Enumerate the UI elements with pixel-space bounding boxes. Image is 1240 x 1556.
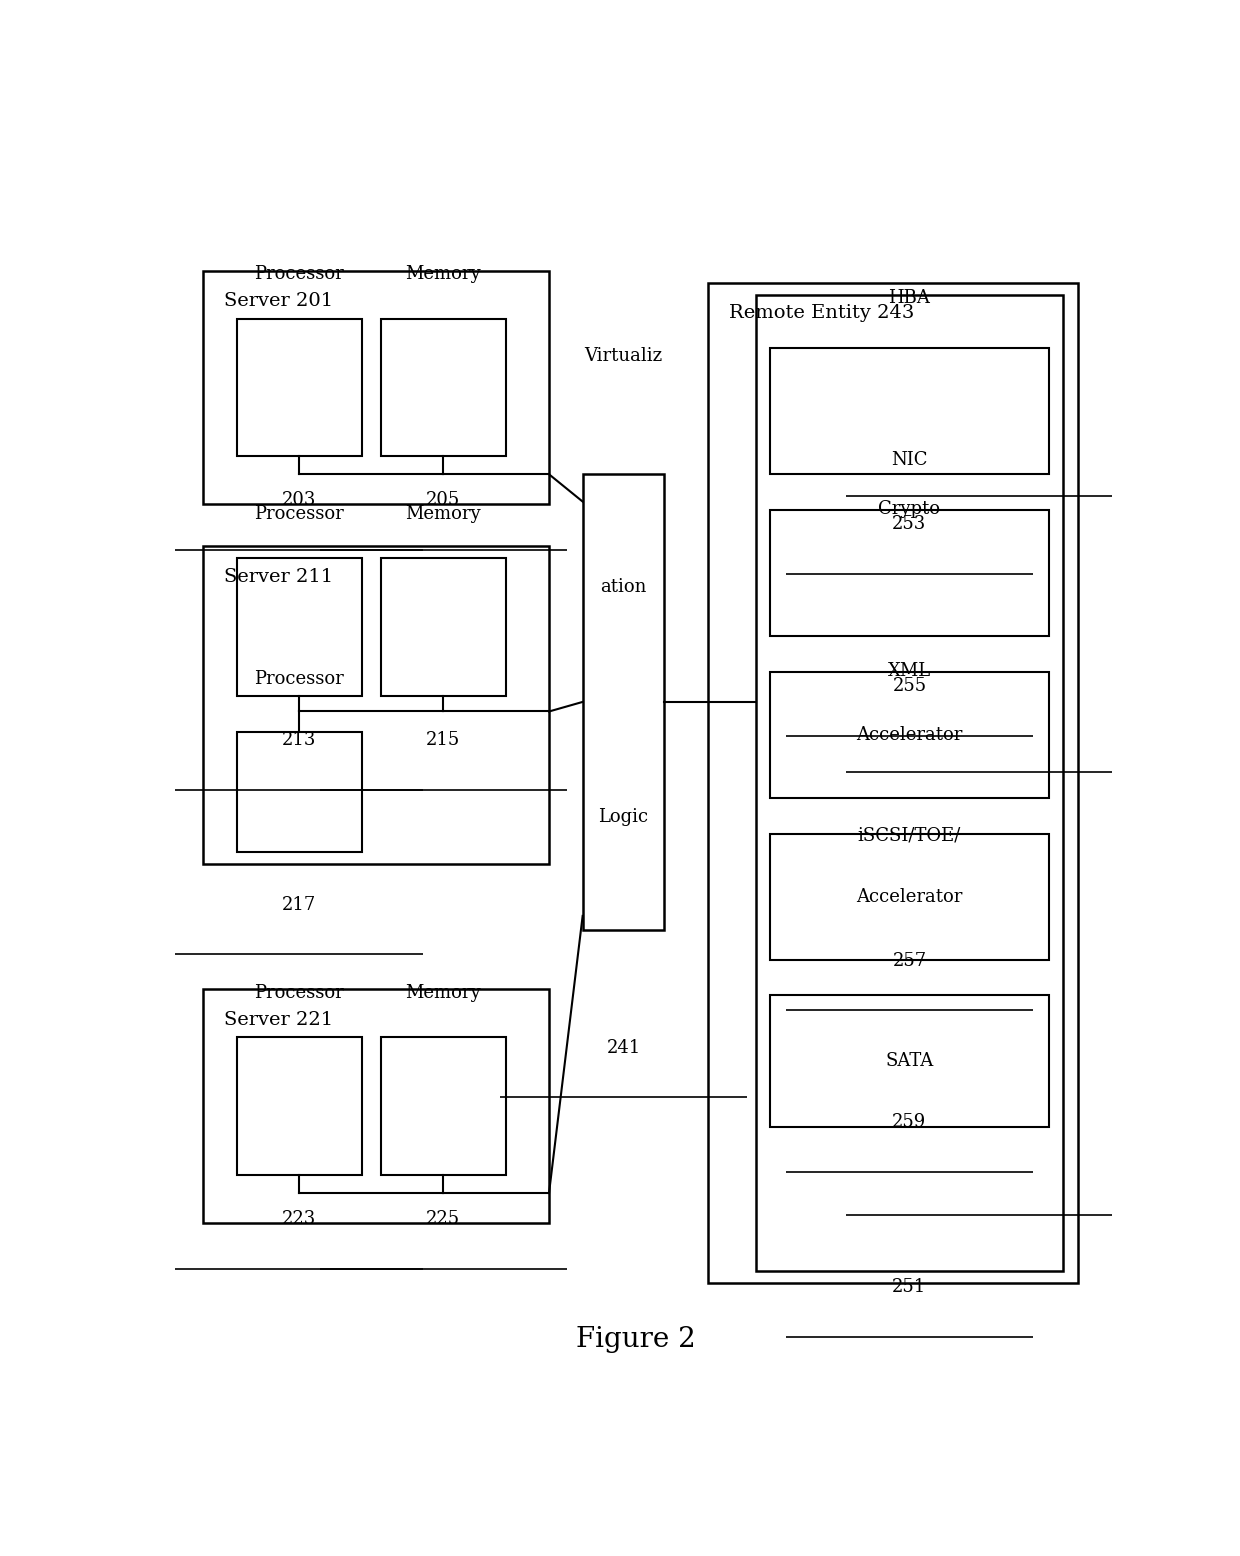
- Text: 215: 215: [427, 731, 460, 748]
- Text: 251: 251: [893, 1277, 926, 1296]
- Text: Server 211: Server 211: [224, 568, 334, 585]
- Text: Accelerator: Accelerator: [856, 725, 962, 744]
- Text: 259: 259: [893, 1114, 926, 1131]
- Text: Crypto: Crypto: [878, 499, 940, 518]
- Text: Processor: Processor: [254, 266, 343, 283]
- Bar: [237, 731, 362, 851]
- Text: 225: 225: [427, 1211, 460, 1228]
- Bar: [770, 672, 1049, 798]
- Text: Logic: Logic: [599, 808, 649, 826]
- Bar: [237, 319, 362, 456]
- Text: iSCSI/TOE/: iSCSI/TOE/: [858, 826, 961, 845]
- Text: NIC: NIC: [892, 451, 928, 470]
- Bar: [237, 1038, 362, 1175]
- Bar: [708, 283, 1078, 1284]
- Bar: [237, 559, 362, 696]
- Text: Server 201: Server 201: [224, 293, 334, 310]
- Bar: [755, 294, 1063, 1271]
- Text: Memory: Memory: [405, 506, 481, 523]
- Bar: [770, 834, 1049, 960]
- Text: Memory: Memory: [405, 985, 481, 1002]
- Bar: [770, 996, 1049, 1127]
- Text: Processor: Processor: [254, 506, 343, 523]
- Text: HBA: HBA: [888, 289, 930, 308]
- Text: 253: 253: [893, 515, 926, 534]
- Text: SATA: SATA: [885, 1052, 934, 1071]
- Text: Accelerator: Accelerator: [856, 887, 962, 906]
- Text: 255: 255: [893, 677, 926, 696]
- Text: Processor: Processor: [254, 669, 343, 688]
- Bar: [381, 1038, 506, 1175]
- Text: Virtualiz: Virtualiz: [584, 347, 662, 366]
- Text: 203: 203: [281, 492, 316, 509]
- Text: 205: 205: [427, 492, 460, 509]
- Bar: [770, 510, 1049, 636]
- Text: 223: 223: [281, 1211, 316, 1228]
- Text: 213: 213: [281, 731, 316, 748]
- Bar: [770, 349, 1049, 475]
- Bar: [203, 990, 549, 1223]
- Text: Processor: Processor: [254, 985, 343, 1002]
- Bar: [381, 559, 506, 696]
- Text: Server 221: Server 221: [224, 1011, 334, 1029]
- Text: 241: 241: [606, 1039, 641, 1057]
- Text: XML: XML: [888, 661, 931, 680]
- Text: Figure 2: Figure 2: [575, 1326, 696, 1352]
- Text: Memory: Memory: [405, 266, 481, 283]
- Text: 217: 217: [281, 896, 316, 913]
- Bar: [203, 546, 549, 864]
- Text: 257: 257: [893, 952, 926, 969]
- Bar: [583, 475, 665, 929]
- Bar: [381, 319, 506, 456]
- Text: ation: ation: [600, 577, 647, 596]
- Bar: [203, 271, 549, 504]
- Text: Remote Entity 243: Remote Entity 243: [729, 303, 914, 322]
